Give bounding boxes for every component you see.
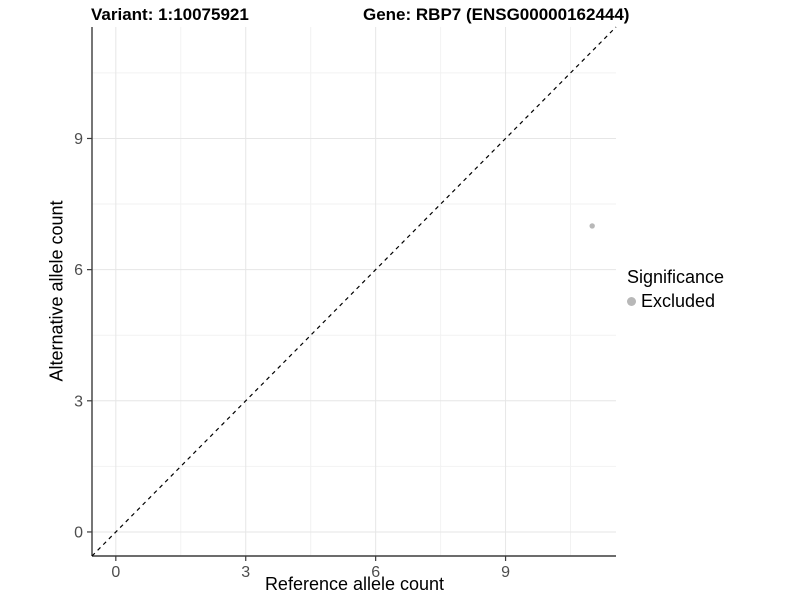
legend-entry-label: Excluded [641, 291, 716, 311]
x-tick-label: 3 [241, 564, 250, 581]
data-point [589, 223, 595, 229]
x-tick-label: 9 [501, 564, 510, 581]
legend-key-point-icon [627, 297, 636, 306]
y-axis-title: Alternative allele count [46, 200, 67, 382]
y-tick-label: 6 [74, 262, 83, 279]
y-tick-label: 3 [74, 393, 83, 410]
y-tick-label: 0 [74, 524, 83, 541]
x-axis-title: Reference allele count [264, 574, 445, 594]
legend-entry-excluded: Excluded [627, 291, 724, 312]
plot-title-variant: Variant: 1:10075921 [91, 5, 249, 24]
x-tick-label: 0 [111, 564, 120, 581]
plot-title-gene: Gene: RBP7 (ENSG00000162444) [363, 5, 630, 24]
legend: Significance Excluded [627, 267, 724, 312]
identity-line [91, 26, 617, 557]
y-tick-label: 9 [74, 131, 83, 148]
legend-title: Significance [627, 267, 725, 287]
x-tick-label: 6 [371, 564, 380, 581]
